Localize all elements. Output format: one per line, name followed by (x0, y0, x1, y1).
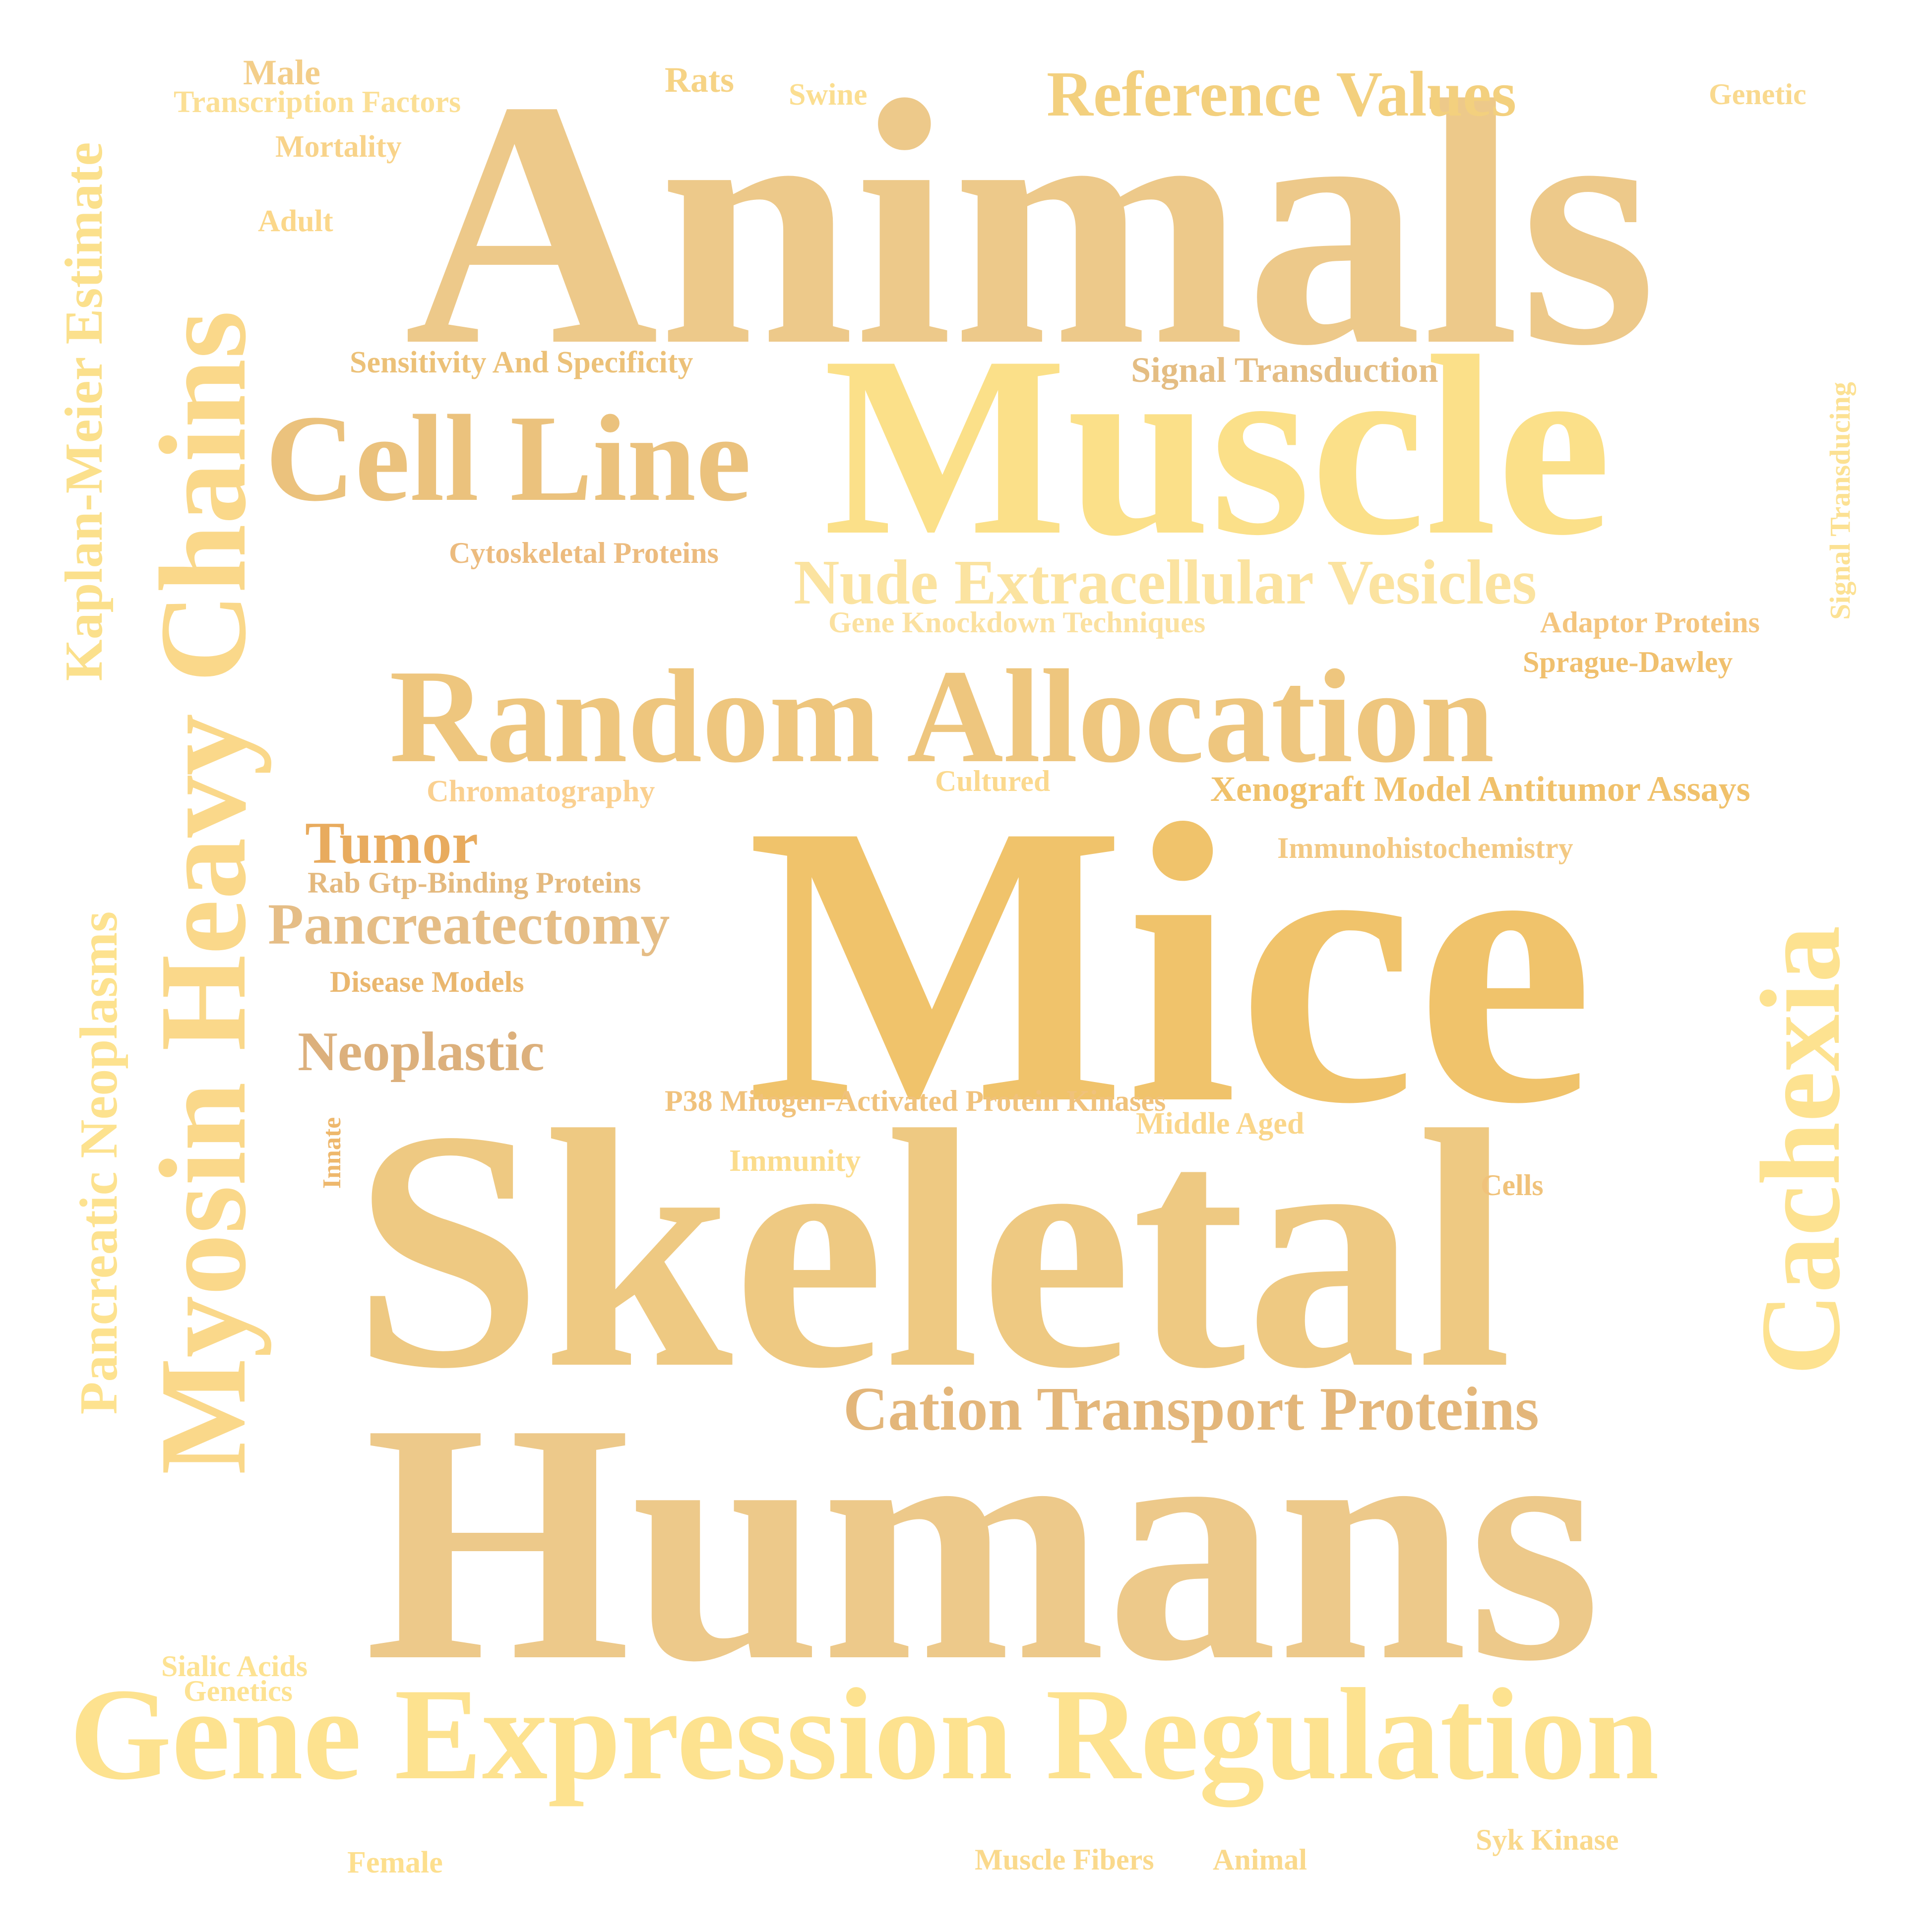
word-sprague-dawley: Sprague-Dawley (1523, 646, 1733, 678)
word-rats: Rats (665, 60, 734, 100)
word-male: Male (243, 53, 320, 92)
word-mice: Mice (747, 742, 1594, 1187)
word-adult: Adult (258, 204, 333, 238)
word-transcription-factors: Transcription Factors (174, 85, 461, 119)
word-humans: Humans (365, 1353, 1601, 1732)
word-tumor: Tumor (305, 810, 478, 876)
word-disease-models: Disease Models (330, 966, 524, 998)
word-myosin-heavy-chains: Myosin Heavy Chains (134, 310, 272, 1475)
word-gene-expression-regulation: Gene Expression Regulation (69, 1662, 1659, 1807)
word-sialic-acids: Sialic Acids (161, 1650, 308, 1683)
word-syk-kinase: Syk Kinase (1476, 1823, 1619, 1856)
word-cells: Cells (1481, 1169, 1544, 1202)
word-xenograft-model-antitumor-assays: Xenograft Model Antitumor Assays (1210, 769, 1750, 809)
word-swine: Swine (789, 78, 868, 112)
word-p38-mitogen-activated-protein-kinases: P38 Mitogen-Activated Protein Kinases (665, 1085, 1166, 1117)
word-cytoskeletal-proteins: Cytoskeletal Proteins (449, 537, 719, 569)
word-genetics: Genetics (184, 1675, 293, 1707)
word-cultured: Cultured (935, 765, 1051, 797)
word-gene-knockdown-techniques: Gene Knockdown Techniques (828, 606, 1206, 639)
word-neoplastic: Neoplastic (298, 1021, 545, 1083)
word-mortality: Mortality (275, 130, 402, 164)
word-muscle-fibers: Muscle Fibers (975, 1843, 1154, 1876)
word-animals: Animals (404, 28, 1657, 418)
word-cation-transport-proteins: Cation Transport Proteins (843, 1375, 1539, 1444)
word-female: Female (347, 1846, 443, 1879)
word-signal-transducing: Signal Transducing (1824, 382, 1856, 620)
word-rab-gtp-binding-proteins: Rab Gtp-Binding Proteins (308, 866, 641, 899)
word-chromatography: Chromatography (427, 775, 655, 808)
word-signal-transduction: Signal Transduction (1131, 350, 1438, 390)
word-cell-line: Cell Line (265, 390, 751, 527)
word-genetic: Genetic (1709, 78, 1807, 111)
word-adaptor-proteins: Adaptor Proteins (1540, 606, 1760, 639)
word-muscle: Muscle (823, 303, 1612, 589)
word-innate: Innate (318, 1117, 346, 1189)
word-skeletal: Skeletal (352, 1060, 1512, 1439)
word-animal: Animal (1213, 1843, 1308, 1876)
word-immunohistochemistry: Immunohistochemistry (1277, 832, 1573, 864)
word-cachexia: Cachexia (1737, 925, 1864, 1376)
word-pancreatic-neoplasms: Pancreatic Neoplasms (69, 911, 128, 1415)
word-middle-aged: Middle Aged (1136, 1107, 1305, 1141)
word-reference-values: Reference Values (1047, 59, 1517, 130)
word-kaplan-meier-estimate: Kaplan-Meier Estimate (55, 142, 114, 681)
word-nude-extracellular-vesicles: Nude Extracellular Vesicles (794, 547, 1537, 617)
word-sensitivity-and-specificity: Sensitivity And Specificity (350, 346, 693, 379)
word-immunity: Immunity (729, 1144, 861, 1178)
word-random-allocation: Random Allocation (389, 642, 1495, 790)
word-pancreatectomy: Pancreatectomy (268, 892, 670, 957)
